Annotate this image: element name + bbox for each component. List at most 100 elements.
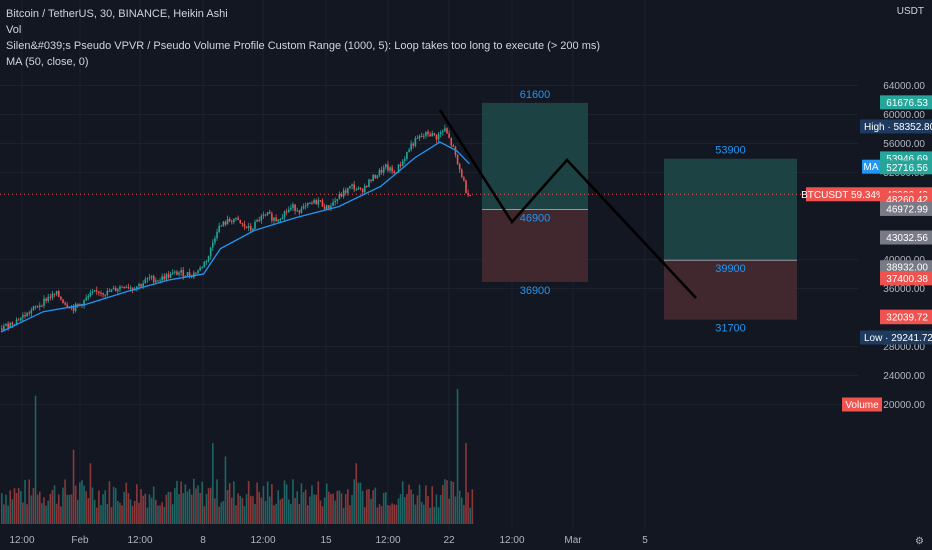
volume-bar bbox=[321, 506, 324, 524]
volume-bar bbox=[408, 484, 410, 524]
volume-bar bbox=[28, 479, 31, 524]
candle-body bbox=[41, 305, 43, 307]
volume-bar bbox=[110, 507, 113, 524]
price-tag-label: 43032.56 bbox=[886, 233, 928, 244]
candle-body bbox=[256, 219, 258, 222]
price-tick-label: 56000.00 bbox=[883, 139, 925, 150]
volume-bar bbox=[15, 492, 18, 524]
volume-bar bbox=[108, 481, 111, 524]
volume-bar bbox=[323, 497, 326, 524]
candle-body bbox=[294, 204, 296, 212]
candle-body bbox=[275, 217, 277, 222]
legend-ma[interactable]: MA (50, close, 0) bbox=[6, 56, 89, 68]
candle-body bbox=[45, 298, 47, 301]
candle-body bbox=[26, 312, 28, 317]
volume-bar bbox=[171, 504, 174, 524]
candle-body bbox=[355, 189, 358, 191]
legend-volume[interactable]: Vol bbox=[6, 24, 22, 36]
candle-body bbox=[243, 224, 246, 227]
volume-bar bbox=[380, 506, 383, 524]
volume-bar bbox=[441, 485, 444, 524]
candle-body bbox=[330, 205, 332, 209]
candle-body bbox=[380, 169, 383, 173]
volume-bar bbox=[159, 505, 161, 524]
candle-body bbox=[416, 138, 419, 140]
volume-bar bbox=[235, 505, 237, 524]
volume-bar bbox=[214, 498, 216, 524]
candle-body bbox=[370, 179, 372, 181]
candle-body bbox=[467, 193, 469, 196]
candle-body bbox=[368, 179, 370, 188]
volume-bar bbox=[328, 491, 330, 524]
candle-body bbox=[66, 304, 69, 307]
volume-bar bbox=[277, 490, 280, 524]
volume-bar bbox=[319, 500, 322, 524]
volume-bar bbox=[123, 491, 125, 524]
candle-body bbox=[254, 221, 256, 229]
volume-bar bbox=[216, 479, 218, 524]
volume-bar bbox=[174, 488, 176, 524]
legend-symbol[interactable]: Bitcoin / TetherUS, 30, BINANCE, Heikin … bbox=[6, 8, 228, 20]
candle-body bbox=[205, 261, 208, 263]
candle-body bbox=[366, 186, 368, 188]
volume-bar bbox=[309, 496, 311, 524]
candle-body bbox=[410, 143, 412, 150]
volume-bar bbox=[70, 494, 73, 524]
legend-vpvr[interactable]: Silen&#039;s Pseudo VPVR / Pseudo Volume… bbox=[6, 40, 601, 52]
candle-body bbox=[138, 284, 140, 287]
candle-body bbox=[34, 306, 37, 308]
volume-bar bbox=[351, 494, 353, 524]
candle-body bbox=[302, 206, 305, 209]
price-tag-label: 61676.53 bbox=[886, 98, 928, 109]
candle-body bbox=[224, 221, 227, 225]
volume-bar bbox=[102, 494, 104, 524]
volume-bar bbox=[121, 505, 123, 524]
volume-bar bbox=[444, 479, 446, 524]
volume-bar bbox=[298, 504, 301, 524]
volume-bar bbox=[45, 505, 47, 524]
candle-body bbox=[93, 290, 96, 292]
volume-bar bbox=[83, 485, 85, 524]
candle-body bbox=[283, 211, 286, 218]
candle-body bbox=[456, 154, 459, 164]
volume-bar bbox=[412, 494, 415, 524]
currency-label[interactable]: USDT bbox=[896, 6, 924, 17]
candle-body bbox=[203, 261, 206, 268]
candle-body bbox=[55, 291, 58, 295]
candle-body bbox=[87, 295, 90, 298]
time-tick-label: 12:00 bbox=[250, 535, 275, 546]
candle-body bbox=[357, 187, 360, 190]
volume-bar bbox=[129, 499, 132, 524]
candle-body bbox=[460, 169, 463, 178]
volume-bar bbox=[19, 491, 22, 524]
volume-bar bbox=[389, 505, 391, 524]
candle-body bbox=[452, 145, 455, 147]
candle-body bbox=[146, 278, 149, 280]
stop-label: 36900 bbox=[520, 285, 551, 297]
candle-body bbox=[174, 271, 176, 273]
symbol-tag bbox=[806, 187, 880, 202]
candle-body bbox=[317, 200, 320, 205]
candle-body bbox=[313, 200, 315, 203]
volume-bar bbox=[290, 503, 292, 524]
volume-bar bbox=[91, 487, 94, 524]
candle-body bbox=[309, 202, 311, 204]
candle-body bbox=[47, 296, 50, 301]
volume-bar bbox=[435, 494, 438, 524]
candle-body bbox=[281, 217, 284, 220]
candle-body bbox=[249, 225, 252, 231]
volume-bar bbox=[226, 490, 229, 524]
candle-body bbox=[119, 286, 121, 290]
candle-body bbox=[458, 163, 461, 170]
volume-bar bbox=[279, 499, 282, 524]
volume-bar bbox=[60, 506, 62, 524]
volume-bar bbox=[401, 481, 404, 524]
candle-body bbox=[74, 303, 77, 311]
volume-bar bbox=[317, 481, 320, 524]
candle-body bbox=[378, 169, 381, 176]
volume-bar bbox=[131, 505, 134, 524]
candle-body bbox=[277, 219, 280, 222]
volume-bar bbox=[404, 497, 406, 524]
candle-body bbox=[469, 195, 472, 197]
